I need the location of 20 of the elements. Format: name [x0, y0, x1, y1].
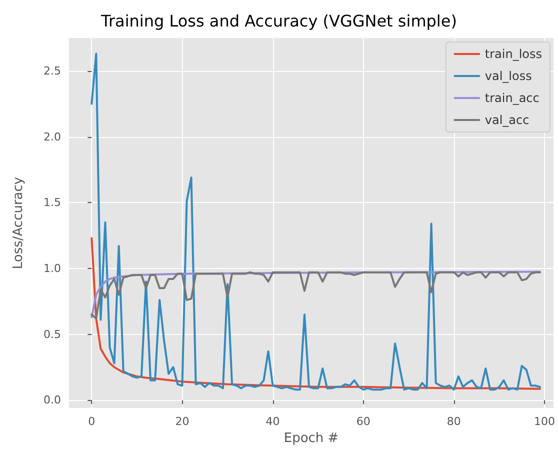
x-tick-label: 100: [534, 415, 555, 428]
x-tick-label: 0: [88, 415, 96, 428]
x-axis-title: Epoch #: [284, 431, 339, 446]
y-tick-label: 1.5: [44, 196, 61, 210]
legend-label: val_loss: [484, 69, 532, 83]
x-tick-label: 80: [446, 415, 461, 428]
legend-label: train_loss: [484, 47, 542, 61]
x-tick-label: 60: [356, 415, 370, 428]
legend-label: val_acc: [484, 113, 530, 127]
y-axis-title: Loss/Accuracy: [11, 176, 26, 270]
y-tick-label: 2.0: [44, 130, 61, 144]
y-tick-label: 0.0: [44, 394, 61, 407]
chart-title: Training Loss and Accuracy (VGGNet simple): [100, 12, 457, 30]
y-tick-label: 0.5: [44, 328, 61, 341]
line-series: [90, 237, 541, 390]
x-tick-label: 40: [266, 415, 280, 428]
y-tick-label: 1.0: [44, 262, 61, 275]
x-tick-label: 20: [175, 415, 190, 428]
legend-label: train_acc: [484, 91, 540, 105]
y-tick-label: 2.5: [44, 64, 61, 78]
